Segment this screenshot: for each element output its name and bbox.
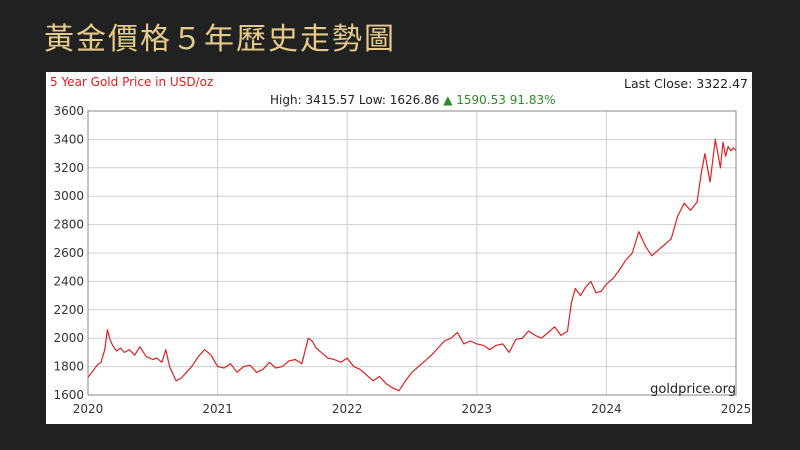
slide-title: 黃金價格５年歷史走勢圖 [44,22,396,57]
y-tick-label: 1800 [53,360,84,374]
low-value: 1626.86 [390,93,440,107]
x-tick-label: 2020 [73,402,104,416]
low-label: Low: [359,93,386,107]
x-axis-ticks: 2020 2021 2022 2023 2024 2025 [73,402,752,416]
y-tick-label: 3400 [53,132,84,146]
y-tick-label: 3600 [53,104,84,118]
chart-canvas: 3600 3400 3200 3000 2800 2600 2400 2200 2000 1800… [50,75,752,416]
last-close-label: Last Close: [624,76,692,91]
high-label: High: [270,93,302,107]
y-tick-label: 2000 [53,331,84,345]
y-tick-label: 2600 [53,246,84,260]
price-series-line [87,138,737,392]
x-tick-label: 2021 [202,402,233,416]
y-tick-label: 3000 [53,189,84,203]
y-tick-label: 2400 [53,274,84,288]
y-tick-label: 2200 [53,303,84,317]
chart-title: 5 Year Gold Price in USD/oz [50,75,213,89]
last-close-value: 3322.47 [696,76,748,91]
x-tick-label: 2024 [591,402,622,416]
gold-price-chart: 3600 3400 3200 3000 2800 2600 2400 2200 2000 1800… [46,72,752,424]
up-triangle-icon: ▲ [443,93,453,107]
y-tick-label: 3200 [53,161,84,175]
watermark: goldprice.org [650,382,736,397]
y-tick-label: 2800 [53,218,84,232]
plot-border [87,110,737,396]
last-close-readout: Last Close: 3322.47 [624,76,748,91]
high-value: 3415.57 [305,93,355,107]
x-tick-label: 2023 [462,402,493,416]
y-tick-label: 1600 [53,388,84,402]
x-tick-label: 2022 [332,402,363,416]
price-stats: High: 3415.57 Low: 1626.86 ▲ 1590.53 91.… [270,93,556,107]
y-axis-ticks: 3600 3400 3200 3000 2800 2600 2400 2200 2000 1800… [53,104,84,402]
grid [87,110,737,396]
change-percent: 91.83% [510,93,556,107]
x-tick-label: 2025 [721,402,752,416]
change-value: 1590.53 [456,93,506,107]
